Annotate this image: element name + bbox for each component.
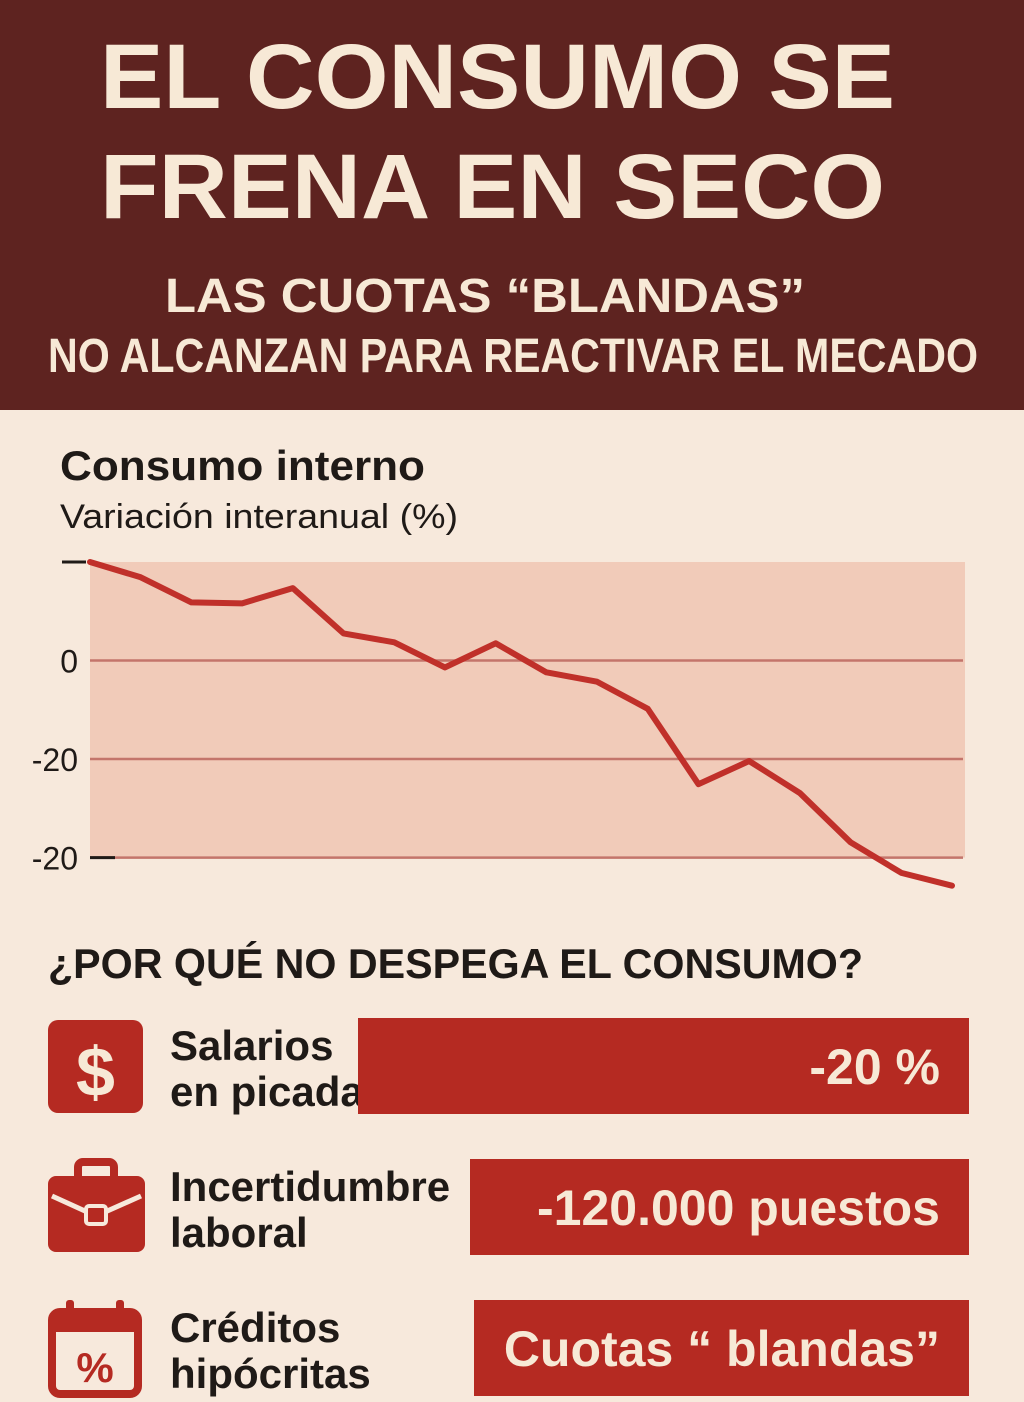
- icon-briefcase: [48, 1158, 145, 1252]
- reason-label: Salarios: [170, 1022, 333, 1069]
- icon-dollar: $: [48, 1020, 143, 1113]
- reason-label: en picada: [170, 1068, 364, 1115]
- y-tick-label: -20: [32, 742, 78, 778]
- chart-title: Consumo interno: [60, 442, 425, 489]
- icon-calendar: %: [48, 1300, 142, 1398]
- reason-label: hipócritas: [170, 1350, 371, 1397]
- plot: 0 -20 -20: [32, 559, 965, 889]
- reason-bar: [470, 1159, 969, 1255]
- reason-value: Cuotas “ blandas”: [504, 1321, 940, 1377]
- data-line: [87, 559, 955, 889]
- reason-bar: [474, 1300, 969, 1396]
- subtitle-line: NO ALCANZAN PARA REACTIVAR EL MECADO: [48, 330, 978, 383]
- reason-label: Créditos: [170, 1304, 340, 1351]
- reason-value: -120.000 puestos: [537, 1180, 940, 1236]
- section-heading: ¿POR QUÉ NO DESPEGA EL CONSUMO?: [48, 940, 863, 987]
- svg-text:$: $: [76, 1033, 115, 1111]
- y-tick-label: -20: [32, 841, 78, 877]
- reason-value: -20 %: [809, 1039, 940, 1095]
- header-band: [0, 0, 1024, 410]
- subtitle-line: LAS CUOTAS “BLANDAS”: [165, 270, 805, 323]
- reason-label: laboral: [170, 1209, 308, 1256]
- title-line: FRENA EN SECO: [100, 136, 885, 238]
- chart-subtitle: Variación interanual (%): [60, 498, 458, 536]
- title-line: EL CONSUMO SE: [100, 26, 895, 128]
- reason-bar: [358, 1018, 969, 1114]
- reason-label: Incertidumbre: [170, 1163, 450, 1210]
- plot-band: [90, 562, 965, 858]
- svg-text:%: %: [76, 1344, 113, 1391]
- y-tick-label: 0: [60, 644, 78, 680]
